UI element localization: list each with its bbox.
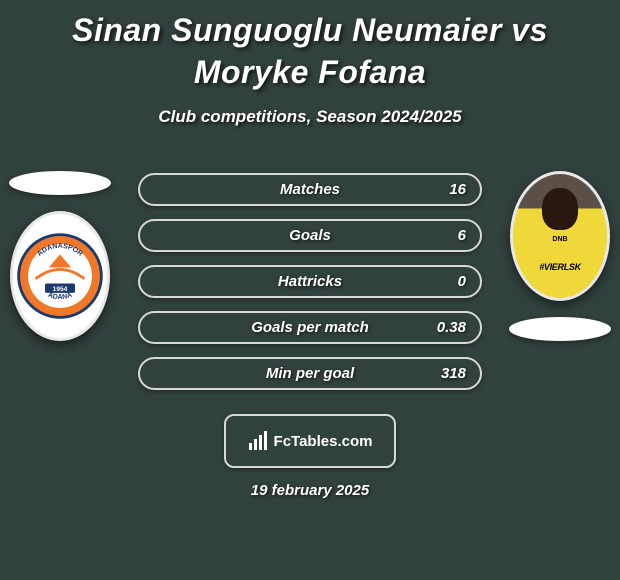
jersey-sponsor: DNB: [513, 236, 607, 243]
ellipse-placeholder-right: [509, 317, 611, 341]
stat-value-right: 16: [449, 181, 466, 198]
footer-brand-badge[interactable]: FcTables.com: [224, 414, 396, 468]
stats-bars: Matches 16 Goals 6 Hattricks 0 Goals per…: [138, 173, 482, 390]
page-title: Sinan Sunguoglu Neumaier vs Moryke Fofan…: [0, 0, 620, 93]
player-photo-right: DNB #VIERLSK: [510, 171, 610, 301]
stat-label: Min per goal: [140, 365, 480, 382]
badge-year: 1954: [53, 286, 68, 293]
stat-row-goals: Goals 6: [138, 219, 482, 252]
stat-label: Matches: [140, 181, 480, 198]
stat-label: Hattricks: [140, 273, 480, 290]
bars-chart-icon: [248, 431, 268, 451]
ellipse-placeholder-left: [9, 171, 111, 195]
player-head-icon: [542, 188, 578, 230]
stat-value-right: 318: [441, 365, 466, 382]
stat-value-right: 0.38: [437, 319, 466, 336]
stat-row-matches: Matches 16: [138, 173, 482, 206]
comparison-main: 1954 ADANASPOR ADANA DNB #VIERLSK Matche…: [0, 173, 620, 499]
season-subtitle: Club competitions, Season 2024/2025: [0, 107, 620, 127]
adanaspor-logo-icon: 1954 ADANASPOR ADANA: [13, 214, 107, 338]
jersey-hashtag: #VIERLSK: [513, 262, 607, 272]
player-right-column: DNB #VIERLSK: [508, 171, 612, 341]
stat-label: Goals per match: [140, 319, 480, 336]
club-badge-left: 1954 ADANASPOR ADANA: [10, 211, 110, 341]
footer-date: 19 february 2025: [0, 482, 620, 499]
stat-label: Goals: [140, 227, 480, 244]
stat-row-hattricks: Hattricks 0: [138, 265, 482, 298]
stat-value-right: 0: [458, 273, 466, 290]
stat-row-min-per-goal: Min per goal 318: [138, 357, 482, 390]
stat-value-right: 6: [458, 227, 466, 244]
stat-row-goals-per-match: Goals per match 0.38: [138, 311, 482, 344]
player-left-column: 1954 ADANASPOR ADANA: [8, 171, 112, 341]
brand-text: FcTables.com: [274, 433, 373, 450]
